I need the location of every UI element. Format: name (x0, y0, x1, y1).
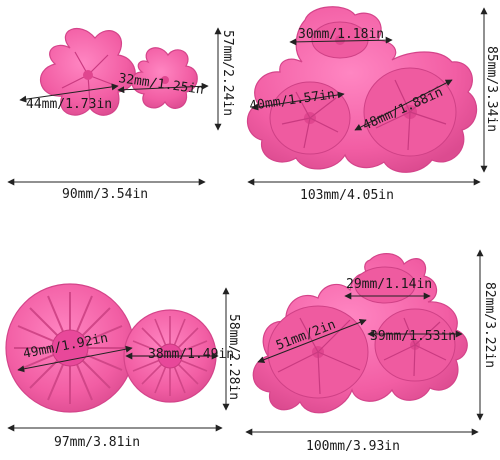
panel-top-right: 30mm/1.18in 40mm/1.57in 48mm/1.88in 103m… (247, 6, 499, 203)
overall-height-label-58mm: 58mm/2.28in (226, 314, 241, 400)
panel-bottom-left: 49mm/1.92in 38mm/1.49in 97mm/3.81in 58mm… (5, 283, 241, 450)
cavity-label-39mm: 39mm/1.53in (370, 329, 456, 344)
cavity-label-38mm: 38mm/1.49in (148, 347, 234, 362)
overall-height-label-82mm: 82mm/3.22in (482, 282, 497, 368)
cavity-label-30mm: 30mm/1.18in (298, 27, 384, 42)
overall-width-label-100mm: 100mm/3.93in (306, 439, 400, 454)
overall-height-label-57mm: 57mm/2.24in (220, 30, 235, 116)
cavity-label-29mm: 29mm/1.14in (346, 277, 432, 292)
overall-width-label-97mm: 97mm/3.81in (54, 435, 140, 450)
overall-width-label-103mm: 103mm/4.05in (300, 188, 394, 203)
cavity-label-44mm: 44mm/1.73in (26, 97, 112, 112)
overall-width-label-90mm: 90mm/3.54in (62, 187, 148, 202)
overall-height-label-85mm: 85mm/3.34in (484, 46, 499, 132)
panel-bottom-right: 29mm/1.14in 51mm/2in 39mm/1.53in 100mm/3… (245, 249, 497, 454)
panel-top-left: 44mm/1.73in 32mm/1.25in 90mm/3.54in 57mm… (7, 27, 235, 202)
